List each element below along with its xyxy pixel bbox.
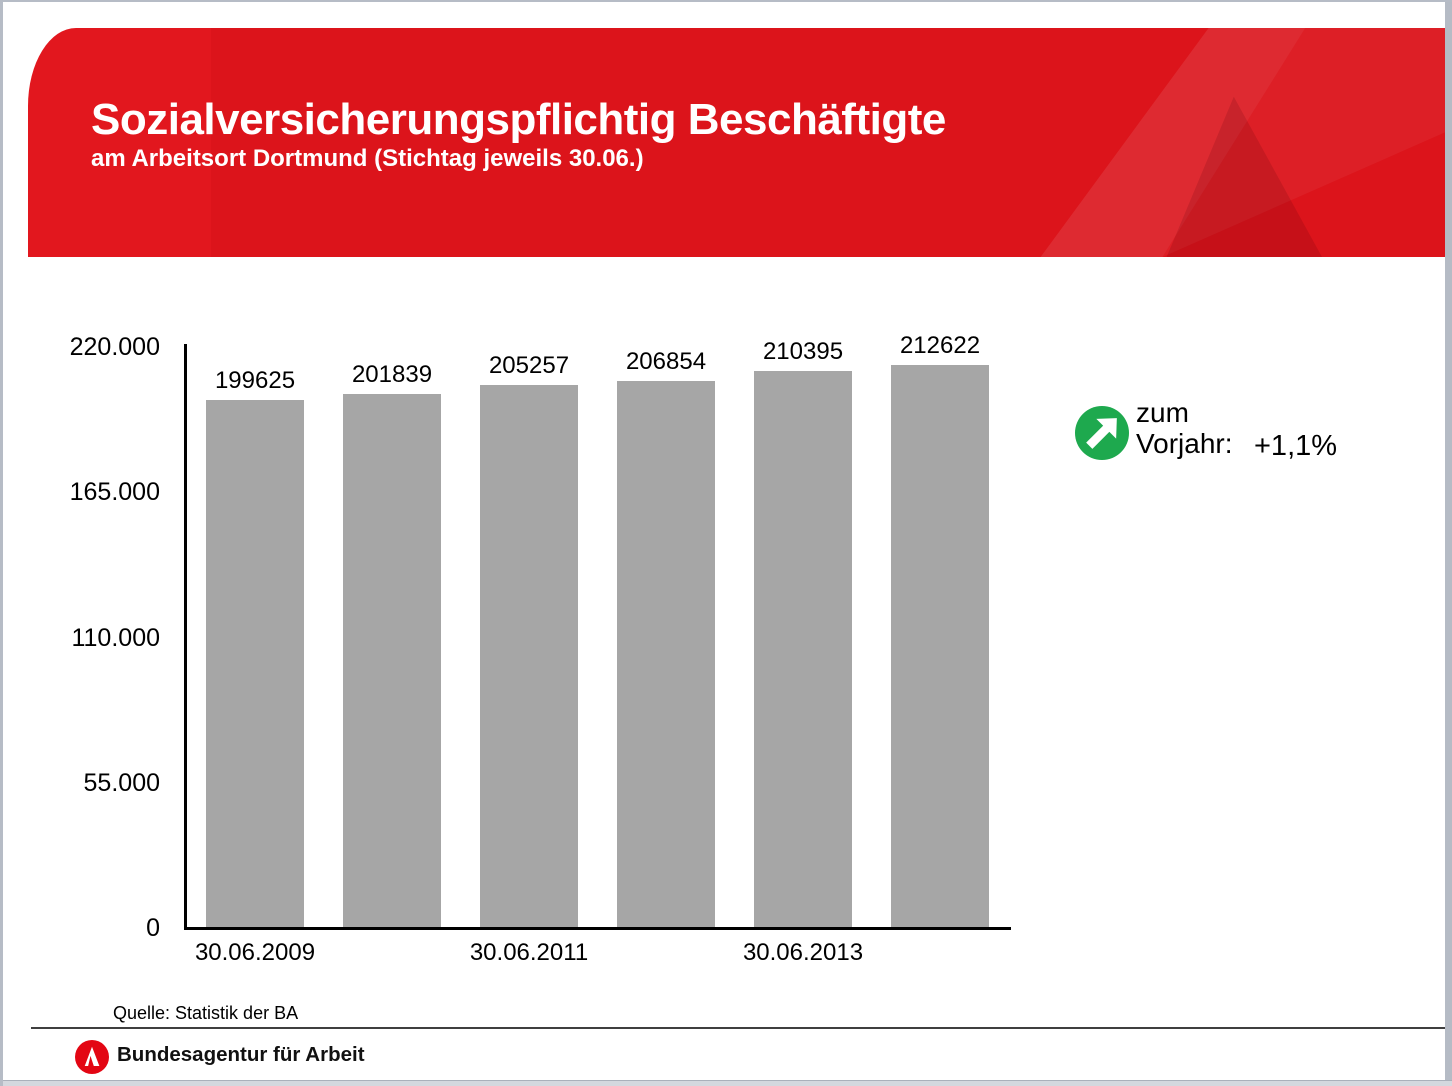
- bar-chart: 220.000 165.000 110.000 55.000 0 199625 20183…: [3, 2, 1452, 1086]
- header-banner: Sozialversicherungspflichtig Beschäftigt…: [28, 28, 1448, 257]
- trend-label: zum Vorjahr:: [1136, 397, 1233, 459]
- scrollbar-track[interactable]: [1445, 2, 1452, 1086]
- trend-value: +1,1%: [1254, 430, 1338, 462]
- bar: [891, 365, 989, 927]
- bar-value-label: 201839: [351, 361, 433, 388]
- x-axis-line: [184, 927, 1011, 930]
- y-tick-label: 165.000: [69, 478, 160, 507]
- y-tick-label: 220.000: [69, 333, 160, 361]
- bar-value-label: 212622: [899, 332, 981, 359]
- trend-up-arrow-icon: [1075, 406, 1129, 460]
- bar: [480, 385, 578, 927]
- page-title: Sozialversicherungspflichtig Beschäftigt…: [91, 95, 946, 144]
- page-subtitle: am Arbeitsort Dortmund (Stichtag jeweils…: [91, 145, 644, 172]
- bar: [343, 394, 441, 927]
- bar-value-label: 205257: [488, 352, 570, 379]
- x-tick-label: 30.06.2011: [469, 939, 589, 966]
- y-tick-label: 0: [146, 914, 160, 942]
- bar-value-label: 210395: [762, 338, 844, 365]
- bar-value-label: 206854: [625, 348, 707, 375]
- ba-watermark-a-icon: [1028, 28, 1448, 257]
- footer-divider: [31, 1027, 1448, 1029]
- y-tick-label: 55.000: [83, 768, 160, 797]
- ba-logo-icon: [75, 1040, 109, 1074]
- x-tick-label: 30.06.2009: [194, 939, 316, 966]
- x-tick-label: 30.06.2013: [742, 939, 864, 966]
- window-bottom-border: [3, 1080, 1452, 1086]
- y-axis-line: [184, 344, 187, 930]
- ba-logo-text: Bundesagentur für Arbeit: [117, 1043, 365, 1066]
- bar: [617, 381, 715, 927]
- bar-value-label: 199625: [214, 367, 296, 394]
- bar: [754, 371, 852, 927]
- source-note: Quelle: Statistik der BA: [113, 1003, 299, 1023]
- bar: [206, 400, 304, 927]
- y-tick-label: 110.000: [71, 623, 160, 652]
